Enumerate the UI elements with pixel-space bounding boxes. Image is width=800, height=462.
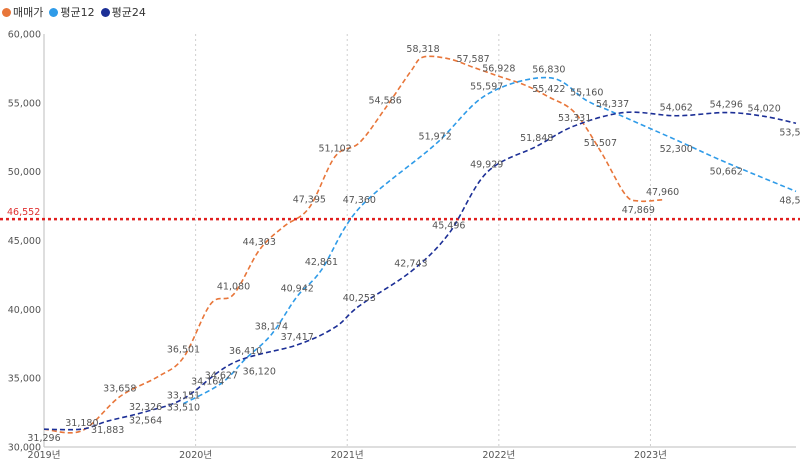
- data-label-maemaega: 31,180: [65, 418, 98, 429]
- data-label-avg12: 55,160: [570, 88, 603, 99]
- y-tick-label: 30,000: [8, 443, 41, 454]
- data-label-avg12: 38,174: [255, 321, 288, 332]
- data-label-avg24: 36,120: [243, 367, 276, 378]
- x-tick-label: 2021년: [331, 450, 364, 461]
- data-label-avg12: 48,567: [779, 195, 800, 206]
- data-label-maemaega: 41,080: [217, 281, 250, 292]
- data-label-avg12: 47,360: [343, 195, 376, 206]
- y-tick-label: 55,000: [8, 98, 41, 109]
- data-label-avg24: 51,848: [520, 133, 553, 144]
- data-label-avg12: 33,151: [167, 391, 200, 402]
- data-label-avg12: 51,972: [419, 132, 452, 143]
- reference-line-label: 46,552: [7, 207, 40, 218]
- data-label-avg12: 34,627: [205, 370, 238, 381]
- data-label-avg24: 49,929: [470, 160, 503, 171]
- y-tick-label: 60,000: [8, 30, 41, 41]
- data-label-avg24: 33,510: [167, 403, 200, 414]
- data-label-avg24: 37,417: [281, 332, 314, 343]
- data-label-avg12: 56,830: [532, 65, 565, 76]
- data-label-avg24: 54,062: [660, 103, 693, 114]
- data-label-maemaega: 57,587: [456, 54, 489, 65]
- data-label-avg12: 55,597: [470, 82, 503, 93]
- legend-item-maemaega[interactable]: 매매가: [2, 4, 43, 20]
- legend-label-avg12: 평균12: [60, 6, 95, 19]
- data-label-maemaega: 47,395: [293, 195, 326, 206]
- data-label-maemaega: 31,296: [27, 433, 60, 444]
- data-label-avg12: 40,942: [281, 283, 314, 294]
- data-label-avg12: 54,337: [596, 99, 629, 110]
- legend-marker-maemaega: [2, 7, 11, 17]
- data-label-maemaega: 36,501: [167, 345, 200, 356]
- y-tick-label: 50,000: [8, 167, 41, 178]
- x-tick-label: 2022년: [482, 450, 515, 461]
- series-line-maemaega: [43, 55, 663, 434]
- legend-item-avg24[interactable]: 평균24: [100, 4, 146, 20]
- series-line-avg12: [183, 76, 797, 405]
- data-label-maemaega: 33,658: [103, 384, 136, 395]
- legend-marker-avg24: [100, 7, 110, 17]
- data-label-avg24: 54,020: [748, 103, 781, 114]
- data-label-avg24: 40,253: [343, 293, 376, 304]
- data-label-maemaega: 58,318: [406, 44, 439, 55]
- data-label-maemaega: 56,928: [482, 63, 515, 74]
- data-label-avg24: 32,326: [129, 402, 162, 413]
- y-tick-label: 45,000: [8, 236, 41, 247]
- data-label-avg24: 53,515: [779, 127, 800, 138]
- data-label-avg24: 53,331: [558, 113, 591, 124]
- data-label-avg12: 50,662: [710, 167, 743, 178]
- data-label-avg24: 54,296: [710, 100, 743, 111]
- data-label-maemaega: 51,507: [584, 138, 617, 149]
- data-label-avg12: 52,300: [660, 144, 693, 155]
- data-label-avg24: 32,564: [129, 416, 162, 427]
- data-label-avg12: 36,410: [229, 346, 262, 357]
- data-label-maemaega: 44,303: [243, 237, 276, 248]
- y-tick-label: 35,000: [8, 374, 41, 385]
- data-label-avg24: 31,883: [91, 425, 124, 436]
- data-label-maemaega: 51,102: [318, 143, 351, 154]
- data-label-maemaega: 47,869: [622, 205, 655, 216]
- data-label-maemaega: 55,422: [532, 84, 565, 95]
- x-tick-label: 2023년: [634, 450, 667, 461]
- y-tick-label: 40,000: [8, 305, 41, 316]
- data-label-avg24: 45,496: [432, 221, 465, 232]
- x-tick-label: 2019년: [28, 450, 61, 461]
- data-label-avg12: 42,861: [305, 257, 338, 268]
- legend-marker-avg12: [49, 7, 59, 17]
- data-label-avg24: 34,164: [191, 377, 224, 388]
- x-tick-label: 2020년: [179, 450, 212, 461]
- chart-legend: 매매가 평균12 평균24: [2, 4, 146, 20]
- data-label-avg24: 42,743: [394, 259, 427, 270]
- legend-item-avg12[interactable]: 평균12: [49, 4, 95, 20]
- legend-label-avg24: 평균24: [111, 6, 146, 19]
- legend-label-maemaega: 매매가: [13, 6, 44, 19]
- data-label-maemaega: 47,960: [646, 187, 679, 198]
- data-label-maemaega: 54,586: [369, 96, 402, 107]
- series-line-avg24: [43, 111, 797, 431]
